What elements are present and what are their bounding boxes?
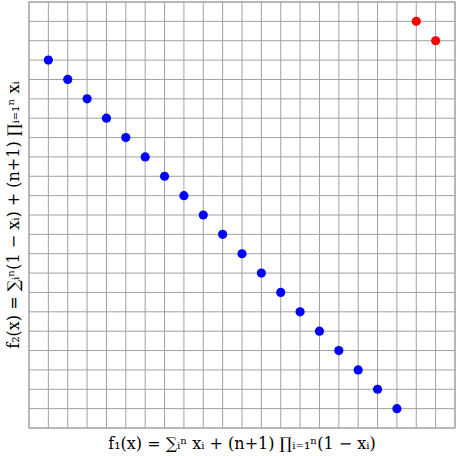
point	[141, 152, 150, 161]
point	[160, 172, 169, 181]
y-grid-line	[29, 331, 455, 332]
point	[102, 114, 111, 123]
y-grid-line	[29, 118, 455, 119]
y-grid-line	[29, 40, 455, 41]
point	[295, 307, 304, 316]
point	[431, 36, 440, 45]
point	[412, 17, 421, 26]
plot-frame	[29, 2, 455, 428]
y-grid-line	[29, 234, 455, 235]
y-grid-line	[29, 215, 455, 216]
point	[276, 288, 285, 297]
y-grid-line	[29, 273, 455, 274]
y-grid-line	[29, 79, 455, 80]
y-grid-line	[29, 350, 455, 351]
y-grid-line	[29, 195, 455, 196]
point	[199, 210, 208, 219]
y-grid-line	[29, 98, 455, 99]
y-grid-line	[29, 389, 455, 390]
x-axis-label: f₁(x) = ∑ᵢⁿ xᵢ + (n+1) ∏ᵢ₌₁ⁿ(1 − xᵢ)	[108, 434, 376, 453]
grid	[29, 2, 455, 428]
points	[44, 17, 440, 413]
chart: f₁(x) = ∑ᵢⁿ xᵢ + (n+1) ∏ᵢ₌₁ⁿ(1 − xᵢ) f₂(x…	[0, 0, 456, 456]
point	[218, 230, 227, 239]
point	[373, 385, 382, 394]
point	[237, 249, 246, 258]
point	[121, 133, 130, 142]
y-axis-label: f₂(x) = ∑ᵢⁿ(1 − xᵢ) + (n+1) ∏ᵢ₌₁ⁿ xᵢ	[4, 81, 23, 349]
point	[392, 404, 401, 413]
point	[257, 268, 266, 277]
point	[82, 94, 91, 103]
y-grid-line	[29, 369, 455, 370]
y-grid-line	[29, 137, 455, 138]
y-grid-line	[29, 292, 455, 293]
y-grid-line	[29, 311, 455, 312]
y-grid-line	[29, 60, 455, 61]
point	[315, 327, 324, 336]
y-grid-line	[29, 408, 455, 409]
point	[354, 365, 363, 374]
point	[334, 346, 343, 355]
y-grid-line	[29, 21, 455, 22]
y-grid-line	[29, 156, 455, 157]
point	[179, 191, 188, 200]
point	[44, 55, 53, 64]
point	[63, 75, 72, 84]
y-grid-line	[29, 176, 455, 177]
